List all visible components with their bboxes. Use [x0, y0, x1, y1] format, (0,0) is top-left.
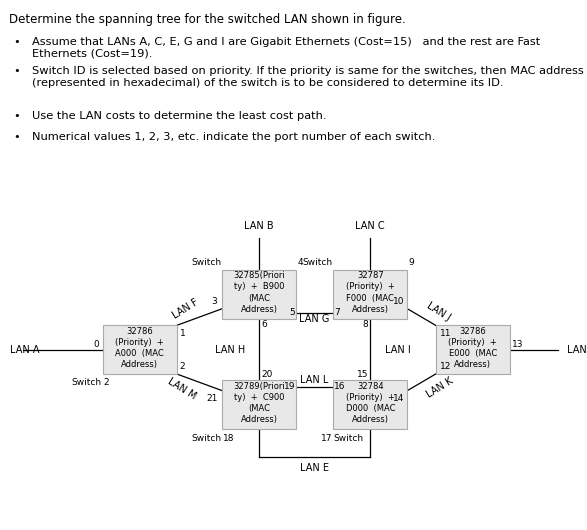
- Text: 20: 20: [261, 370, 272, 379]
- Text: LAN I: LAN I: [384, 344, 410, 355]
- Text: LAN D: LAN D: [566, 344, 587, 355]
- Text: 5: 5: [289, 308, 295, 317]
- Text: Numerical values 1, 2, 3, etc. indicate the port number of each switch.: Numerical values 1, 2, 3, etc. indicate …: [32, 132, 436, 143]
- Text: 6: 6: [261, 320, 266, 329]
- Text: 19: 19: [284, 382, 295, 391]
- Text: 1: 1: [180, 329, 185, 338]
- Text: 32787
(Priority)  +
F000  (MAC
Address): 32787 (Priority) + F000 (MAC Address): [346, 271, 394, 314]
- Text: 32786
(Priority)  +
E000  (MAC
Address): 32786 (Priority) + E000 (MAC Address): [448, 326, 497, 369]
- Text: LAN A: LAN A: [11, 344, 40, 355]
- Text: LAN L: LAN L: [301, 375, 329, 385]
- Text: Assume that LANs A, C, E, G and I are Gigabit Ethernets (Cost=15)   and the rest: Assume that LANs A, C, E, G and I are Gi…: [32, 37, 541, 59]
- FancyBboxPatch shape: [436, 325, 510, 374]
- Text: 11: 11: [440, 329, 452, 338]
- FancyBboxPatch shape: [222, 270, 296, 319]
- Text: LAN C: LAN C: [356, 222, 385, 232]
- FancyBboxPatch shape: [222, 381, 296, 429]
- Text: •: •: [13, 111, 19, 121]
- Text: •: •: [13, 132, 19, 143]
- Text: 32789(Priori
ty)  +  C900
(MAC
Address): 32789(Priori ty) + C900 (MAC Address): [234, 382, 285, 424]
- Text: LAN F: LAN F: [170, 297, 200, 321]
- Text: 12: 12: [440, 362, 451, 371]
- Text: 3: 3: [211, 296, 217, 305]
- Text: LAN H: LAN H: [215, 344, 245, 355]
- FancyBboxPatch shape: [333, 381, 407, 429]
- FancyBboxPatch shape: [333, 270, 407, 319]
- Text: Switch: Switch: [302, 259, 332, 268]
- Text: Determine the spanning tree for the switched LAN shown in figure.: Determine the spanning tree for the swit…: [9, 13, 406, 26]
- Text: 32786
(Priority)  +
A000  (MAC
Address): 32786 (Priority) + A000 (MAC Address): [115, 326, 164, 369]
- Text: 32784
(Priority)  +
D000  (MAC
Address): 32784 (Priority) + D000 (MAC Address): [346, 382, 395, 424]
- Text: 0: 0: [93, 340, 99, 349]
- Text: 2: 2: [104, 378, 109, 387]
- Text: Switch ID is selected based on priority. If the priority is same for the switche: Switch ID is selected based on priority.…: [32, 66, 584, 88]
- Text: Switch: Switch: [191, 259, 221, 268]
- Text: 14: 14: [393, 394, 404, 403]
- Text: LAN B: LAN B: [244, 222, 274, 232]
- Text: 8: 8: [363, 320, 369, 329]
- Text: 15: 15: [357, 370, 369, 379]
- Text: 17: 17: [321, 434, 332, 443]
- Text: LAN J: LAN J: [425, 301, 452, 322]
- FancyBboxPatch shape: [103, 325, 177, 374]
- Text: 16: 16: [335, 382, 346, 391]
- Text: 13: 13: [511, 340, 523, 349]
- Text: •: •: [13, 37, 19, 47]
- Text: Switch: Switch: [72, 378, 102, 387]
- Text: 21: 21: [206, 394, 218, 403]
- Text: Switch: Switch: [191, 434, 221, 443]
- Text: LAN M: LAN M: [167, 376, 198, 401]
- Text: Use the LAN costs to determine the least cost path.: Use the LAN costs to determine the least…: [32, 111, 327, 121]
- Text: LAN K: LAN K: [424, 376, 455, 400]
- Text: LAN E: LAN E: [300, 463, 329, 473]
- Text: 9: 9: [409, 259, 414, 268]
- Text: LAN G: LAN G: [299, 314, 330, 324]
- Text: 2: 2: [180, 362, 185, 371]
- Text: 18: 18: [224, 434, 235, 443]
- Text: •: •: [13, 66, 19, 76]
- Text: 10: 10: [393, 296, 404, 305]
- Text: 32785(Priori
ty)  +  B900
(MAC
Address): 32785(Priori ty) + B900 (MAC Address): [234, 271, 285, 314]
- Text: Switch: Switch: [334, 434, 364, 443]
- Text: 4: 4: [298, 259, 303, 268]
- Text: 7: 7: [335, 308, 340, 317]
